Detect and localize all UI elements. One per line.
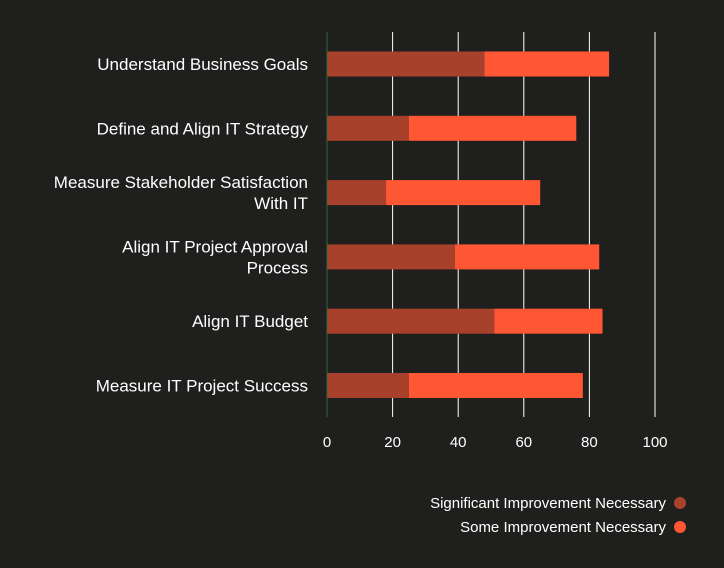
- bar-some-1: [409, 115, 577, 141]
- bar-some-2: [386, 180, 541, 206]
- bar-significant-2: [327, 180, 387, 206]
- bar-significant-5: [327, 373, 409, 398]
- x-tick-label-60: 60: [515, 434, 532, 451]
- x-axis-ticks: 0 20 40 60 80 100: [323, 434, 668, 451]
- bar-some-0: [484, 51, 610, 77]
- category-labels: Understand Business Goals Define and Alig…: [54, 55, 309, 396]
- category-label-2: Measure Stakeholder Satisfaction With IT: [54, 173, 308, 213]
- bar-significant-0: [327, 51, 485, 77]
- category-label-4: Align IT Budget: [192, 312, 308, 331]
- legend-dot-significant: [674, 497, 686, 509]
- bar-significant-3: [327, 244, 455, 270]
- bars: [327, 51, 610, 398]
- category-label-1: Define and Align IT Strategy: [97, 119, 309, 138]
- bar-significant-4: [327, 308, 495, 334]
- gridlines: [392, 32, 656, 417]
- legend: Significant Improvement Necessary Some I…: [430, 494, 686, 536]
- bar-some-4: [494, 308, 603, 334]
- legend-label-some: Some Improvement Necessary: [460, 518, 666, 536]
- legend-label-significant: Significant Improvement Necessary: [430, 494, 666, 512]
- category-label-0: Understand Business Goals: [97, 55, 308, 74]
- x-tick-label-20: 20: [384, 434, 401, 451]
- bar-significant-1: [327, 115, 409, 141]
- category-label-5: Measure IT Project Success: [96, 377, 308, 396]
- legend-dot-some: [674, 521, 686, 533]
- x-tick-label-80: 80: [581, 434, 598, 451]
- category-label-3: Align IT Project Approval Process: [122, 237, 308, 277]
- bar-some-5: [409, 373, 583, 398]
- x-tick-label-40: 40: [450, 434, 467, 451]
- legend-item-significant: Significant Improvement Necessary: [430, 494, 686, 512]
- x-tick-label-100: 100: [642, 434, 667, 451]
- x-tick-label-0: 0: [323, 434, 331, 451]
- legend-item-some: Some Improvement Necessary: [460, 518, 686, 536]
- bar-some-3: [454, 244, 600, 270]
